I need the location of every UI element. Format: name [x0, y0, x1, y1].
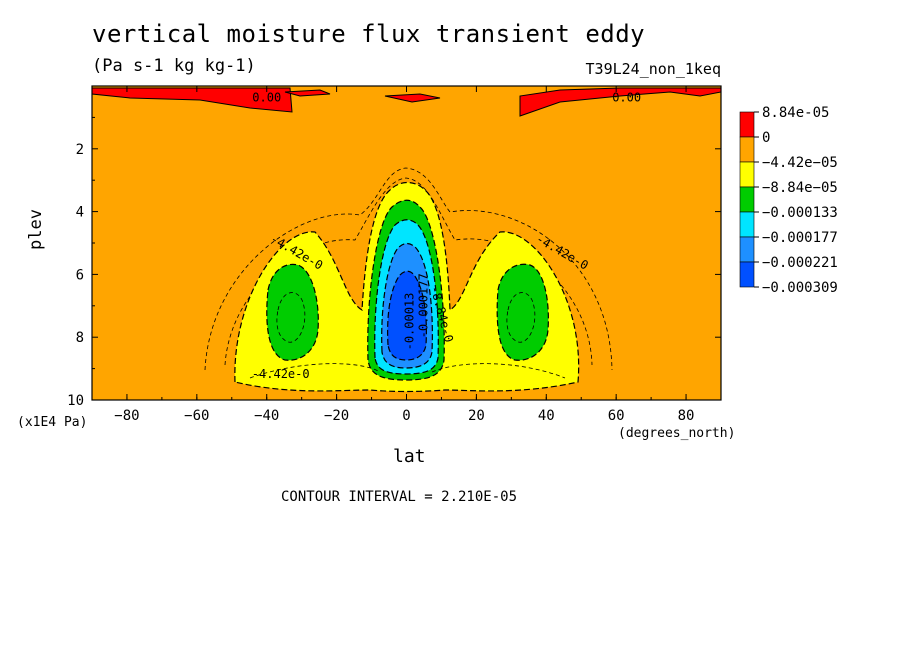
contour-inner-south — [276, 292, 306, 343]
x-tick-label: 60 — [608, 408, 625, 424]
contour-label: -4.42e-0 — [252, 367, 310, 381]
contour-label: 0.00 — [252, 91, 281, 105]
y-tick-label: 2 — [76, 142, 84, 158]
y-axis-unit: (x1E4 Pa) — [17, 415, 88, 430]
contour-label: 0.00 — [612, 91, 641, 105]
x-tick-label: −80 — [114, 408, 139, 424]
legend-swatch — [739, 261, 755, 288]
legend-label: −0.000221 — [762, 255, 838, 271]
legend-label: −0.000133 — [762, 205, 838, 221]
legend-swatch — [739, 236, 755, 263]
contour-interval: CONTOUR INTERVAL = 2.210E-05 — [281, 489, 518, 505]
legend-label: −8.84e−05 — [762, 180, 838, 196]
x-tick-label: 80 — [678, 408, 695, 424]
x-axis-unit: (degrees_north) — [618, 426, 736, 441]
legend-label: −4.42e−05 — [762, 155, 838, 171]
legend-swatch — [739, 186, 755, 213]
legend-swatch — [739, 136, 755, 163]
contour-label: -0.00013 — [402, 293, 416, 351]
legend-swatch — [739, 111, 755, 138]
x-tick-label: 40 — [538, 408, 555, 424]
axis-ticks: −80 −60 −40 −20 0 20 40 60 80 2 4 6 8 10 — [67, 86, 722, 424]
x-tick-label: −20 — [324, 408, 349, 424]
legend-swatch — [739, 211, 755, 238]
legend-swatch — [739, 161, 755, 188]
legend-label: 0 — [762, 130, 770, 146]
positive-flux-band-small — [284, 89, 331, 97]
legend-label: 8.84e-05 — [762, 105, 829, 121]
legend-label: −0.000309 — [762, 280, 838, 296]
chart-title: vertical moisture flux transient eddy — [92, 20, 646, 48]
x-tick-label: 0 — [402, 408, 410, 424]
contour-lower-loop — [249, 363, 566, 379]
contour-label: -0.000177 — [416, 273, 430, 338]
level-region-darkblue — [387, 270, 427, 361]
x-tick-label: 20 — [468, 408, 485, 424]
y-tick-label: 10 — [67, 393, 84, 409]
run-label: T39L24_non_1keq — [585, 60, 721, 78]
positive-flux-band-center — [384, 93, 441, 103]
contour-inner-north — [506, 292, 536, 343]
x-tick-label: −40 — [254, 408, 279, 424]
level-region-green-south — [266, 263, 319, 361]
chart-subtitle: (Pa s-1 kg kg-1) — [92, 56, 256, 76]
x-axis-label: lat — [393, 446, 426, 467]
contour-outer-1 — [204, 167, 613, 371]
x-tick-label: −60 — [184, 408, 209, 424]
level-region-green-north — [496, 263, 549, 361]
y-tick-label: 8 — [76, 330, 84, 346]
legend-label: −0.000177 — [762, 230, 838, 246]
y-tick-label: 4 — [76, 205, 84, 221]
y-tick-label: 6 — [76, 267, 84, 283]
